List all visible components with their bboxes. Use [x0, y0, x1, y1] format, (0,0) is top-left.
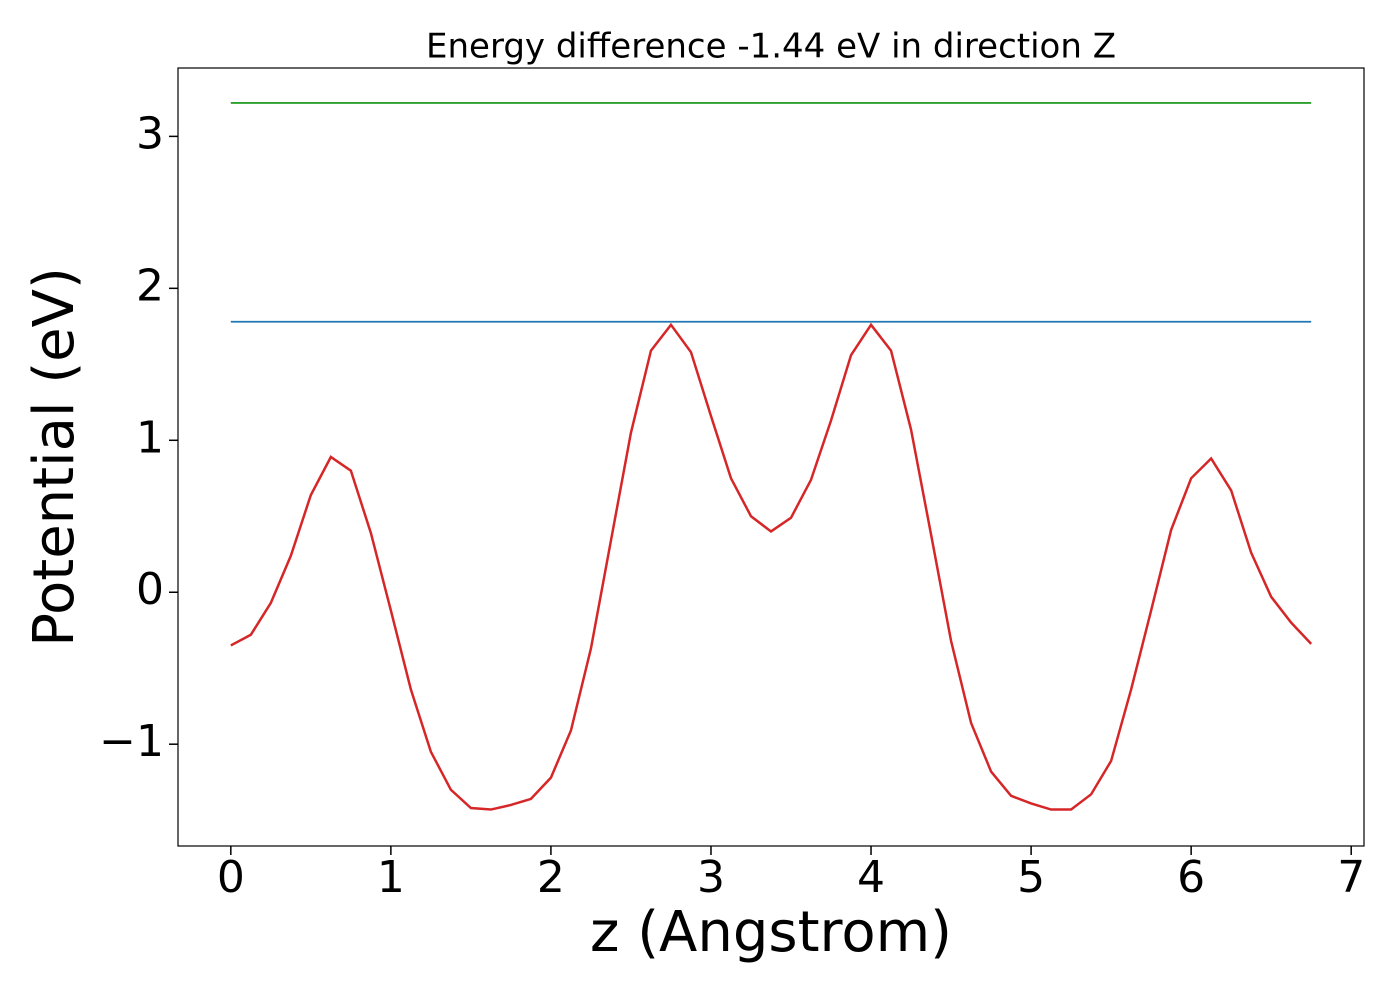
chart-title: Energy difference -1.44 eV in direction … — [426, 27, 1116, 67]
x-tick-label: 4 — [857, 852, 885, 903]
x-tick-label: 6 — [1177, 852, 1205, 903]
x-tick-label: 7 — [1337, 852, 1365, 903]
y-tick-label: 1 — [136, 412, 164, 463]
plot-frame — [177, 67, 1365, 847]
x-tick-label: 2 — [537, 852, 565, 903]
y-axis-label: Potential (eV) — [22, 267, 87, 647]
x-tick-label: 5 — [1017, 852, 1045, 903]
y-tick-label: −1 — [99, 716, 164, 767]
x-tick-label: 3 — [697, 852, 725, 903]
series-line — [230, 322, 1313, 811]
y-tick-label: 3 — [136, 108, 164, 159]
y-tick-label: 2 — [136, 260, 164, 311]
x-tick-label: 0 — [217, 852, 245, 903]
x-axis-label: z (Angstrom) — [590, 900, 952, 965]
x-tick-label: 1 — [377, 852, 405, 903]
y-tick-label: 0 — [136, 564, 164, 615]
